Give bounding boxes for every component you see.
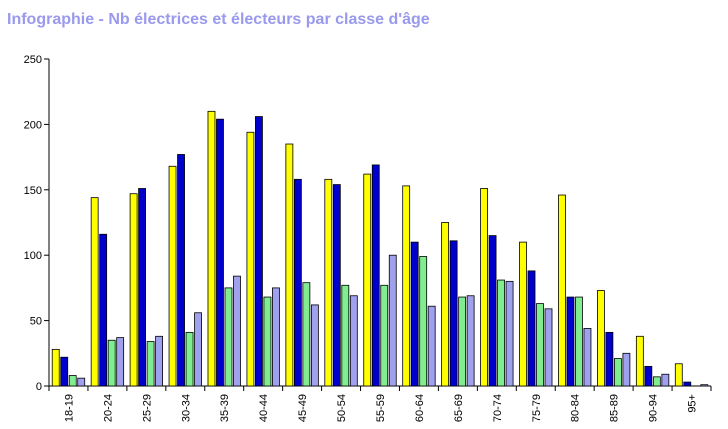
bar (224, 287, 233, 387)
bar (505, 280, 514, 387)
bar (263, 296, 272, 387)
bar (402, 185, 411, 387)
x-tick-label: 20-24 (102, 394, 114, 422)
bar (341, 284, 350, 387)
bar (410, 241, 419, 387)
y-tick-label: 200 (24, 119, 42, 131)
bar (652, 376, 661, 387)
bar (255, 116, 263, 387)
bar (99, 233, 108, 387)
bar (332, 184, 341, 387)
y-tick-label: 50 (30, 316, 42, 328)
bar (466, 295, 475, 387)
x-tick-label: 60-64 (414, 394, 426, 422)
bar (427, 305, 436, 387)
bar (272, 287, 280, 387)
x-tick-label: 45-49 (297, 394, 309, 422)
bar (68, 375, 77, 387)
x-tick-label: 30-34 (180, 394, 192, 422)
y-tick-label: 150 (24, 185, 42, 197)
bar (168, 165, 177, 387)
bar (644, 365, 653, 387)
bar (194, 312, 202, 387)
bar (90, 197, 99, 387)
bar (419, 256, 428, 387)
bar (527, 270, 536, 387)
x-tick-label: 40-44 (258, 394, 270, 422)
bar (388, 254, 397, 387)
bar (605, 331, 614, 387)
x-tick-label: 80-84 (570, 394, 582, 422)
bar (536, 303, 544, 387)
bar (302, 282, 311, 387)
bar (613, 358, 622, 387)
bar (60, 356, 69, 387)
bar (661, 373, 670, 387)
bar (207, 110, 216, 387)
bar (285, 143, 294, 387)
bar (575, 296, 583, 387)
bar (583, 328, 592, 387)
bar (216, 118, 224, 387)
bar (185, 331, 194, 387)
bar (449, 240, 458, 387)
x-tick-label: 85-89 (609, 394, 621, 422)
y-tick-label: 250 (24, 54, 42, 66)
x-tick-label: 95+ (687, 394, 699, 413)
bar (519, 241, 527, 387)
bar (177, 154, 185, 387)
bar (458, 296, 467, 387)
bar (480, 188, 488, 387)
bar (596, 290, 605, 387)
bar (488, 235, 497, 387)
y-tick-label: 0 (36, 381, 42, 393)
bar (558, 194, 566, 387)
bar (129, 193, 138, 387)
bar (622, 352, 631, 387)
bar (635, 335, 644, 387)
x-tick-label: 75-79 (531, 394, 543, 422)
bar (146, 341, 155, 387)
bar (51, 348, 60, 387)
bar (441, 222, 450, 387)
chart-title: Infographie - Nb électrices et électeurs… (7, 11, 430, 28)
bar (566, 296, 575, 387)
bar (700, 384, 709, 387)
bar (380, 284, 389, 387)
bar (293, 178, 302, 387)
bar (77, 377, 86, 387)
bar (155, 335, 164, 387)
y-axis: 0 50 100 150 200 250 (24, 54, 50, 393)
bar (349, 295, 358, 387)
bar (310, 304, 319, 387)
bars (51, 110, 709, 387)
x-axis: 18-19 20-24 25-29 30-34 35-39 40-44 45-49 50-54… (48, 385, 712, 422)
y-tick-label: 100 (24, 250, 42, 262)
x-tick-label: 50-54 (336, 394, 348, 422)
bar (107, 339, 116, 387)
bar (683, 381, 692, 387)
x-tick-label: 70-74 (492, 394, 504, 422)
x-tick-label: 25-29 (141, 394, 153, 422)
bar (138, 188, 147, 387)
x-tick-label: 18-19 (63, 394, 75, 422)
x-tick-label: 35-39 (219, 394, 231, 422)
bar (246, 131, 255, 387)
bar (674, 363, 683, 387)
bar (363, 173, 372, 387)
x-tick-label: 65-69 (453, 394, 465, 422)
bar (544, 308, 553, 387)
bar (116, 337, 125, 387)
x-tick-label: 55-59 (375, 394, 387, 422)
bar (371, 164, 380, 387)
bar (324, 178, 333, 387)
bar (497, 279, 505, 387)
x-tick-label: 90-94 (648, 394, 660, 422)
bar (233, 275, 241, 387)
